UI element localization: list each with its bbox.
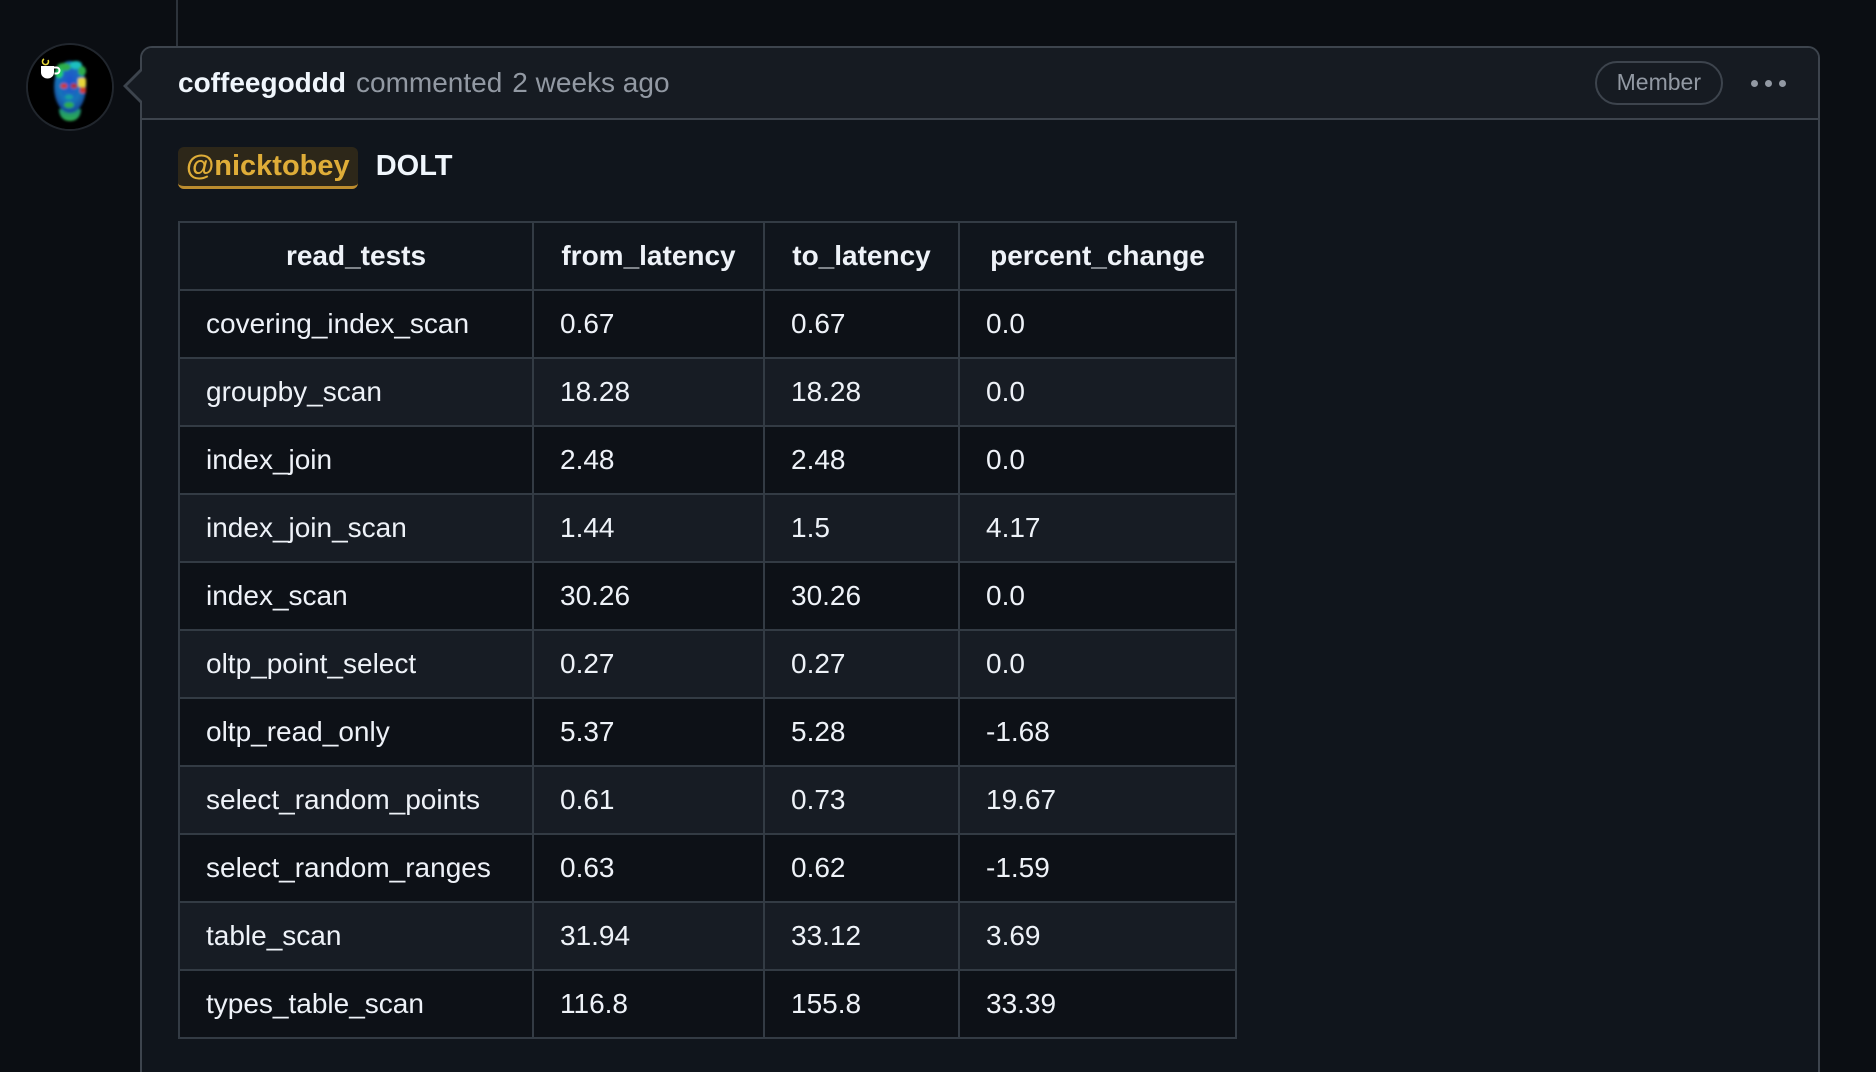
value-cell: 0.61 bbox=[532, 765, 765, 835]
value-cell: 1.5 bbox=[763, 493, 960, 563]
value-cell: 30.26 bbox=[532, 561, 765, 631]
table-row: oltp_point_select 0.27 0.27 0.0 bbox=[178, 629, 1237, 699]
value-cell: 19.67 bbox=[958, 765, 1237, 835]
benchmark-table: read_tests from_latency to_latency percent_… bbox=[178, 221, 1237, 1039]
value-cell: 155.8 bbox=[763, 969, 960, 1039]
value-cell: 4.17 bbox=[958, 493, 1237, 563]
value-cell: -1.59 bbox=[958, 833, 1237, 903]
coffee-cup-icon bbox=[41, 58, 61, 79]
value-cell: 3.69 bbox=[958, 901, 1237, 971]
table-header-cell: percent_change bbox=[958, 221, 1237, 291]
value-cell: 0.27 bbox=[763, 629, 960, 699]
kebab-icon bbox=[1751, 79, 1758, 87]
value-cell: 0.63 bbox=[532, 833, 765, 903]
test-name-cell: covering_index_scan bbox=[178, 289, 534, 359]
table-row: oltp_read_only 5.37 5.28 -1.68 bbox=[178, 697, 1237, 767]
table-row: types_table_scan 116.8 155.8 33.39 bbox=[178, 969, 1237, 1039]
value-cell: 33.12 bbox=[763, 901, 960, 971]
table-head: read_tests from_latency to_latency percent_… bbox=[178, 221, 1237, 291]
table-header-cell: to_latency bbox=[763, 221, 960, 291]
value-cell: 0.0 bbox=[958, 561, 1237, 631]
table-body: covering_index_scan 0.67 0.67 0.0 groupby_sc… bbox=[178, 289, 1237, 1039]
value-cell: 116.8 bbox=[532, 969, 765, 1039]
value-cell: 0.0 bbox=[958, 357, 1237, 427]
value-cell: 2.48 bbox=[763, 425, 960, 495]
value-cell: 18.28 bbox=[763, 357, 960, 427]
value-cell: 0.0 bbox=[958, 629, 1237, 699]
value-cell: 5.28 bbox=[763, 697, 960, 767]
mention-link[interactable]: @nicktobey bbox=[178, 147, 358, 189]
test-name-cell: index_join bbox=[178, 425, 534, 495]
test-name-cell: types_table_scan bbox=[178, 969, 534, 1039]
value-cell: 2.48 bbox=[532, 425, 765, 495]
comment-header: coffeegoddd commented 2 weeks ago Member bbox=[123, 48, 1818, 120]
test-name-cell: index_join_scan bbox=[178, 493, 534, 563]
value-cell: 18.28 bbox=[532, 357, 765, 427]
table-header-cell: read_tests bbox=[178, 221, 534, 291]
value-cell: 0.73 bbox=[763, 765, 960, 835]
test-name-cell: select_random_ranges bbox=[178, 833, 534, 903]
value-cell: 0.67 bbox=[532, 289, 765, 359]
author-link[interactable]: coffeegoddd bbox=[178, 67, 346, 98]
table-row: select_random_points 0.61 0.73 19.67 bbox=[178, 765, 1237, 835]
comment-body: @nicktobey DOLT read_tests from_latency to… bbox=[142, 120, 1818, 1069]
comment-card: coffeegoddd commented 2 weeks ago Member… bbox=[123, 46, 1820, 1072]
kebab-menu-button[interactable] bbox=[1749, 72, 1788, 95]
value-cell: 0.67 bbox=[763, 289, 960, 359]
value-cell: 5.37 bbox=[532, 697, 765, 767]
table-row: index_join_scan 1.44 1.5 4.17 bbox=[178, 493, 1237, 563]
value-cell: 1.44 bbox=[532, 493, 765, 563]
value-cell: 31.94 bbox=[532, 901, 765, 971]
test-name-cell: groupby_scan bbox=[178, 357, 534, 427]
member-badge: Member bbox=[1594, 61, 1723, 105]
table-row: select_random_ranges 0.63 0.62 -1.59 bbox=[178, 833, 1237, 903]
value-cell: 30.26 bbox=[763, 561, 960, 631]
table-row: covering_index_scan 0.67 0.67 0.0 bbox=[178, 289, 1237, 359]
value-cell: 0.0 bbox=[958, 289, 1237, 359]
avatar[interactable] bbox=[28, 45, 112, 129]
mention-line: @nicktobey DOLT bbox=[178, 147, 1782, 189]
table-row: groupby_scan 18.28 18.28 0.0 bbox=[178, 357, 1237, 427]
test-name-cell: select_random_points bbox=[178, 765, 534, 835]
header-actions: Member bbox=[1594, 61, 1788, 105]
table-header-cell: from_latency bbox=[532, 221, 765, 291]
timestamp-link[interactable]: 2 weeks ago bbox=[512, 67, 670, 98]
test-name-cell: oltp_point_select bbox=[178, 629, 534, 699]
table-row: table_scan 31.94 33.12 3.69 bbox=[178, 901, 1237, 971]
test-name-cell: table_scan bbox=[178, 901, 534, 971]
value-cell: 0.27 bbox=[532, 629, 765, 699]
value-cell: -1.68 bbox=[958, 697, 1237, 767]
value-cell: 0.0 bbox=[958, 425, 1237, 495]
table-row: index_scan 30.26 30.26 0.0 bbox=[178, 561, 1237, 631]
value-cell: 33.39 bbox=[958, 969, 1237, 1039]
table-header-row: read_tests from_latency to_latency percent_… bbox=[178, 221, 1237, 291]
test-name-cell: index_scan bbox=[178, 561, 534, 631]
table-row: index_join 2.48 2.48 0.0 bbox=[178, 425, 1237, 495]
test-name-cell: oltp_read_only bbox=[178, 697, 534, 767]
thermal-face-avatar-image bbox=[28, 45, 112, 129]
timeline-line bbox=[176, 0, 178, 47]
comment-action-text: commented bbox=[356, 67, 503, 98]
value-cell: 0.62 bbox=[763, 833, 960, 903]
comment-text: DOLT bbox=[375, 150, 453, 182]
